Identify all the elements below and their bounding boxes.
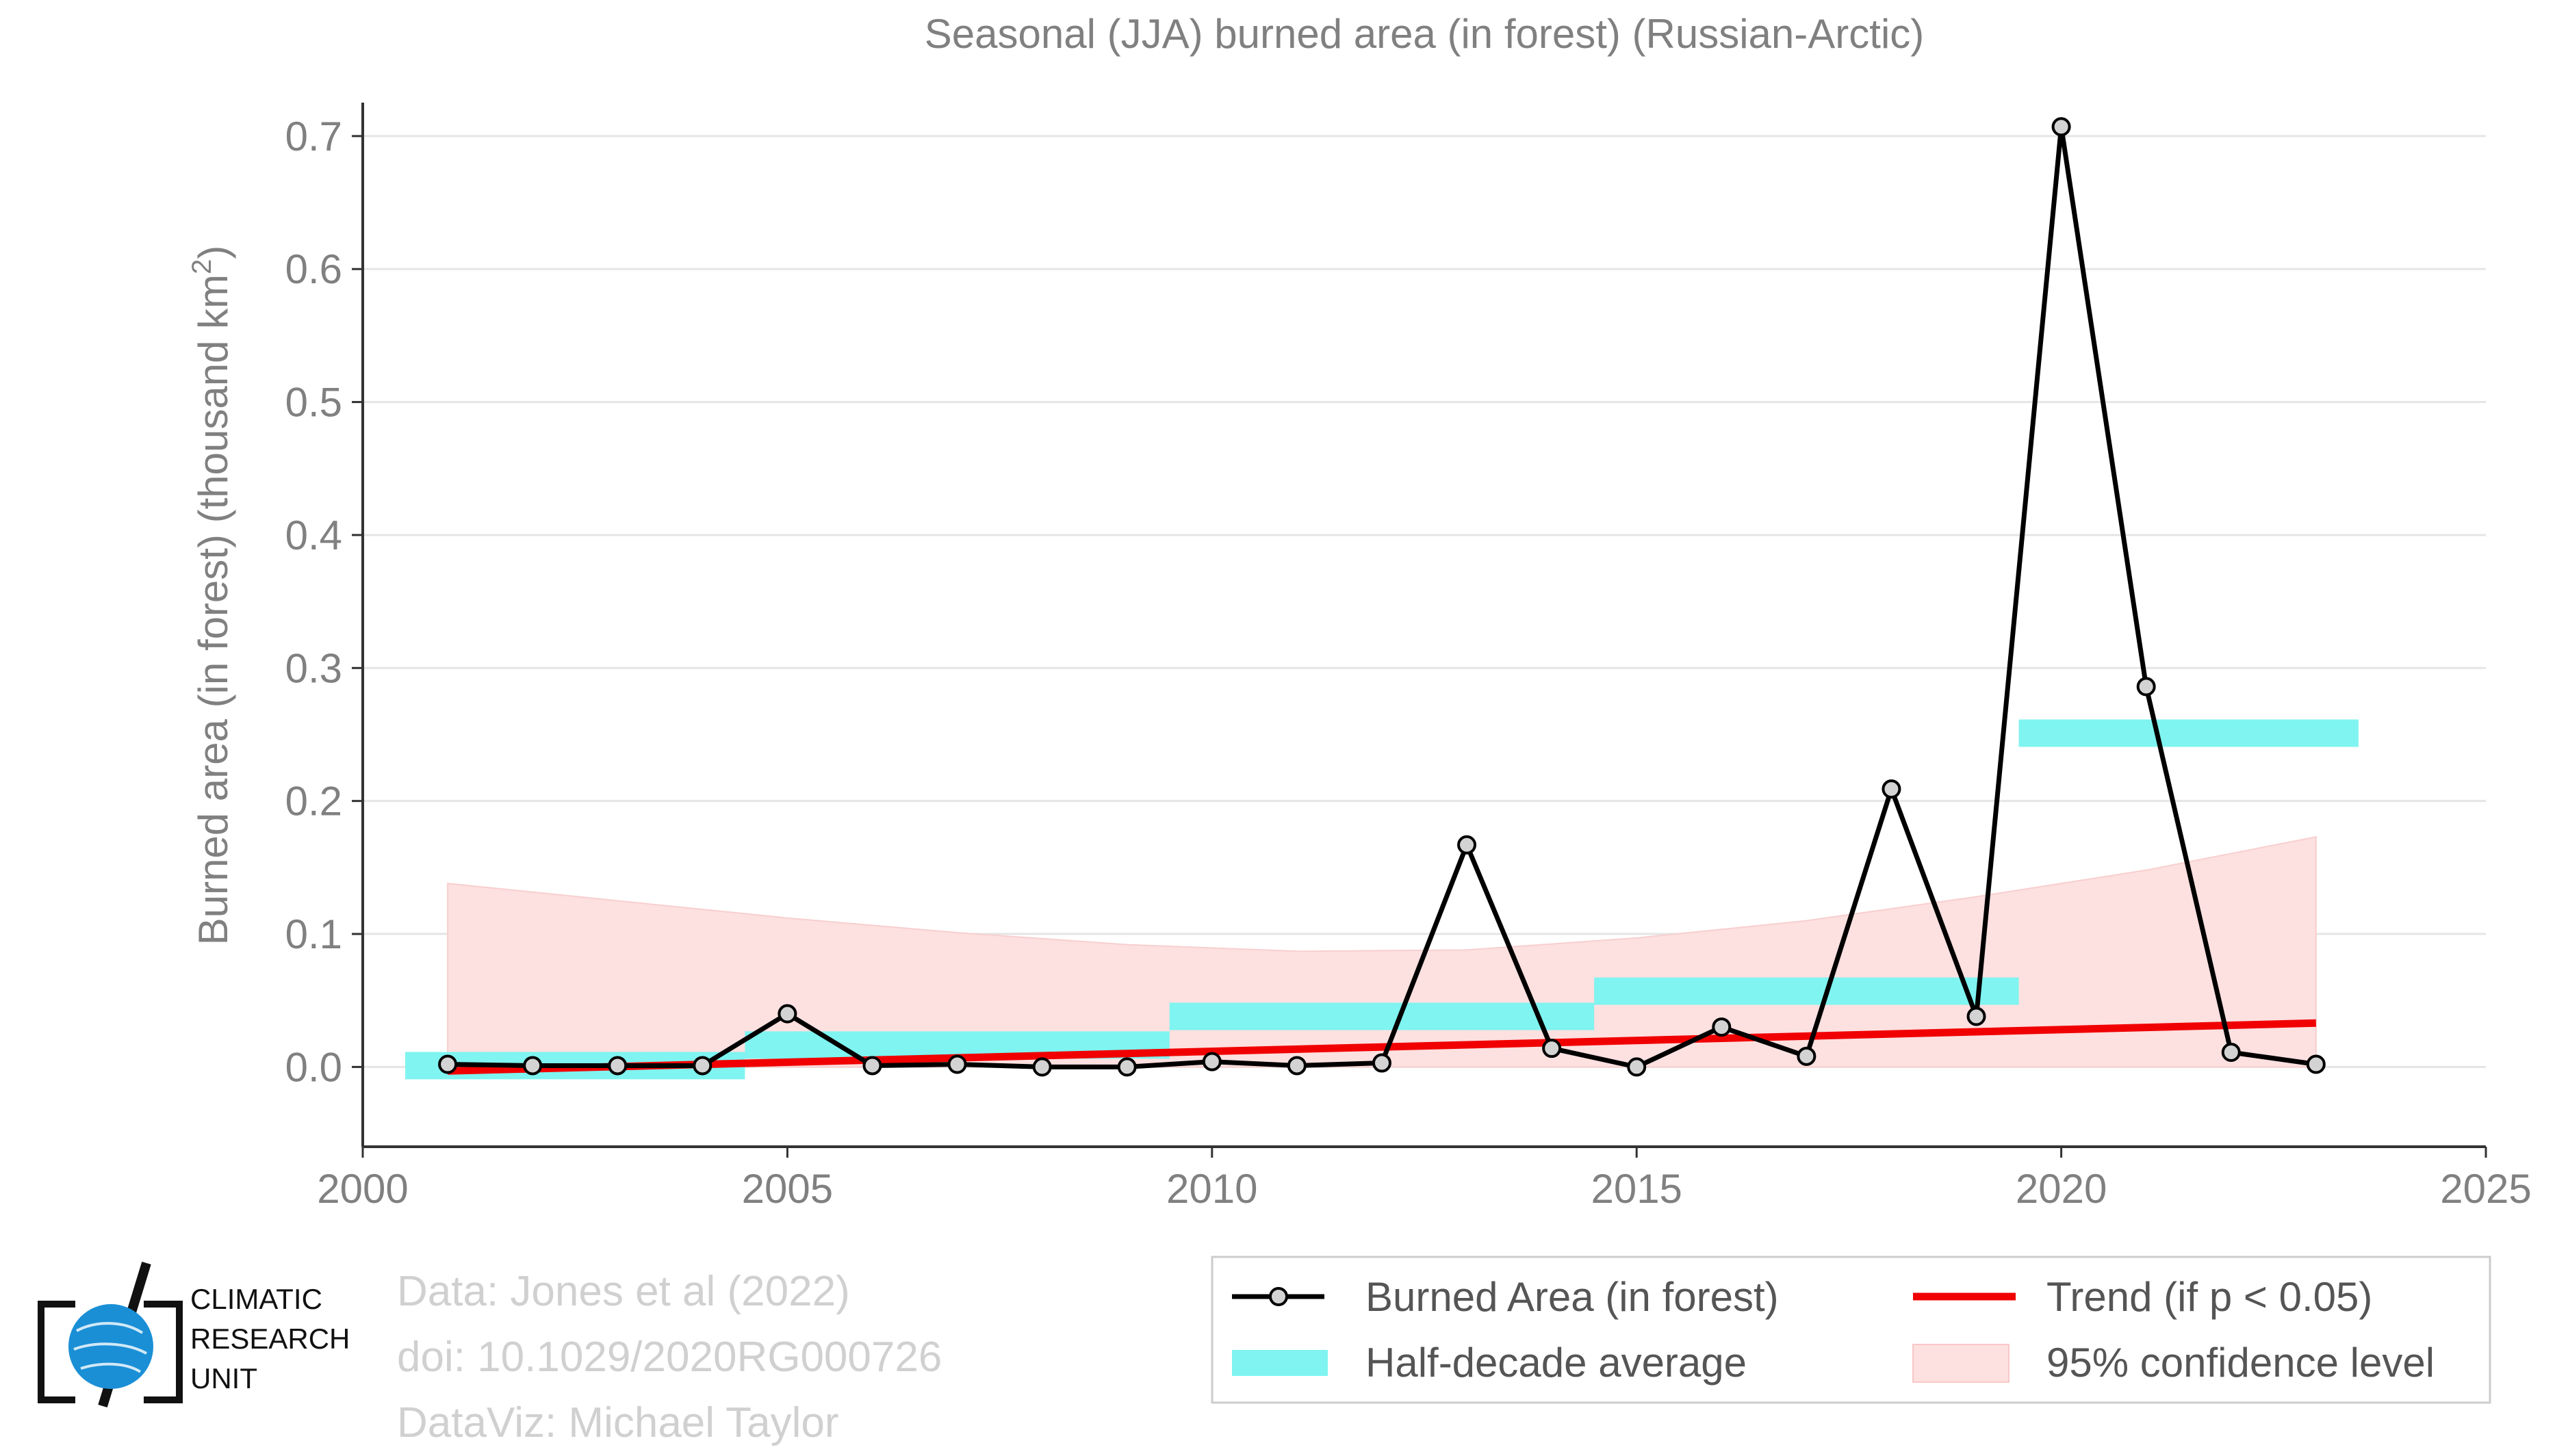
y-axis-label-superscript: 2 [187,259,217,274]
y-tick-label: 0.5 [285,380,342,426]
burned-area-point [608,1056,628,1076]
x-tick-label: 2010 [1166,1166,1257,1212]
logo-line-research: RESEARCH [190,1323,350,1355]
trend-line-segment [447,1019,2316,1075]
credit-dataviz: DataViz: Michael Taylor [397,1399,839,1446]
globe-swirl-icon [73,1322,147,1373]
logo-line-climatic: CLIMATIC [190,1283,322,1315]
y-tick-label: 0.4 [285,512,342,558]
burned-area-point [1627,1057,1647,1077]
burned-area-series [438,117,2326,1077]
logo-bracket-right [144,1301,183,1403]
legend-frame [1211,1256,2491,1404]
x-tick-label: 2020 [2016,1166,2107,1212]
half-decade-bar [2018,719,2359,747]
legend-label-burned-area: Burned Area (in forest) [1365,1274,1779,1320]
x-tick-labels: 2000 2005 2010 2015 2020 2025 [317,1166,2531,1212]
logo-text: CLIMATIC RESEARCH UNIT [190,1279,350,1399]
y-tick-label: 0.1 [285,911,342,957]
burned-area-point [2136,677,2156,697]
burned-area-point [1542,1039,1562,1058]
chart-title: Seasonal (JJA) burned area (in forest) (… [925,11,1925,57]
burned-area-point [1202,1052,1222,1071]
burned-area-point [947,1054,967,1074]
y-tick-label: 0.0 [285,1044,342,1090]
logo-line-unit: UNIT [190,1362,257,1394]
burned-area-point [693,1056,712,1076]
credits: Data: Jones et al (2022) doi: 10.1029/20… [397,1259,942,1456]
trend-line [447,1019,2316,1075]
x-tick-label: 2015 [1591,1166,1682,1212]
burned-area-point [2221,1043,2241,1063]
axes [361,103,2487,1158]
y-axis-label: Burned area (in forest) (thousand km2) [187,246,236,946]
legend-confidence-swatch [1912,1344,2010,1383]
x-tick-label: 2005 [742,1166,833,1212]
legend-label-trend: Trend (if p < 0.05) [2046,1274,2372,1320]
burned-area-point [1712,1017,1732,1037]
burned-area-point [1032,1057,1052,1077]
x-tick-label: 2000 [317,1166,408,1212]
burned-area-point [1966,1006,1986,1026]
legend: Burned Area (in forest) Trend (if p < 0.… [1211,1256,2491,1404]
burned-area-point [438,1054,458,1074]
y-axis-label-main: Burned area (in forest) (thousand km [190,274,236,945]
y-axis-label-close: ) [190,246,236,259]
logo-bracket-left [38,1301,75,1403]
burned-area-point [1457,835,1477,855]
y-tick-labels: 0.0 0.1 0.2 0.3 0.4 0.5 0.6 0.7 [285,114,342,1091]
half-decade-bar [1594,977,2019,1005]
credit-doi: doi: 10.1029/2020RG000726 [397,1334,942,1381]
burned-area-point [778,1004,797,1024]
legend-label-half-decade: Half-decade average [1365,1340,1747,1386]
burned-area-point [2306,1054,2326,1074]
burned-area-point [1797,1046,1816,1066]
legend-label-confidence: 95% confidence level [2046,1340,2435,1386]
x-tick-label: 2025 [2440,1166,2531,1212]
burned-area-point [1287,1056,1307,1076]
half-decade-bar [1169,1002,1595,1030]
legend-half-decade-swatch [1232,1350,1328,1376]
burned-area-point [1372,1053,1391,1073]
y-tick-label: 0.7 [285,114,342,159]
credit-data-source: Data: Jones et al (2022) [397,1268,850,1315]
burned-area-point [523,1056,543,1076]
y-tick-label: 0.2 [285,779,342,824]
y-tick-label: 0.6 [285,246,342,292]
burned-area-point [862,1056,882,1076]
legend-burned-marker-swatch [1269,1287,1288,1306]
cru-logo [38,1261,183,1408]
burned-area-point [1882,779,1901,799]
burned-area-point [2051,117,2071,137]
y-tick-label: 0.3 [285,645,342,691]
burned-area-point [1117,1057,1137,1077]
